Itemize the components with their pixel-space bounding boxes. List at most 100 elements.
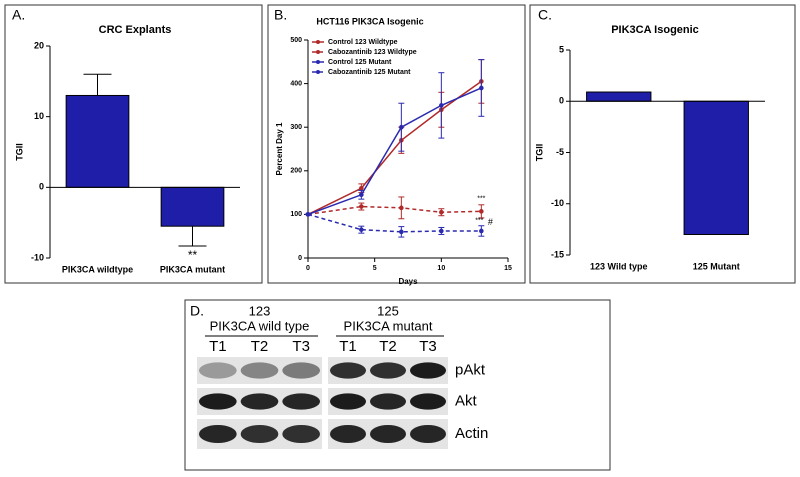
marker <box>359 204 364 209</box>
blot-band <box>240 425 279 443</box>
group-number: 123 <box>249 303 271 318</box>
blot-band <box>410 393 446 410</box>
series-line <box>307 87 482 216</box>
x-tick-label: 123 Wild type <box>590 261 647 271</box>
marker <box>479 228 484 234</box>
y-tick-label: 500 <box>290 37 302 44</box>
y-tick-label: -15 <box>551 249 564 259</box>
lane-label: T3 <box>419 338 437 355</box>
series-line <box>307 213 482 233</box>
y-tick-label: 5 <box>559 44 564 54</box>
marker <box>479 209 484 214</box>
marker <box>439 228 444 234</box>
blot-band <box>370 393 406 410</box>
marker <box>439 209 444 215</box>
chart-title: HCT116 PIK3CA Isogenic <box>316 16 423 26</box>
y-tick-label: 20 <box>34 40 44 50</box>
annotation: ** <box>188 248 198 262</box>
row-label: pAkt <box>455 361 486 378</box>
y-tick-label: 200 <box>290 168 302 175</box>
lane-label: T2 <box>251 338 269 355</box>
marker <box>399 124 404 130</box>
y-tick-label: 0 <box>298 255 302 262</box>
bar <box>160 186 225 227</box>
row-label: Actin <box>455 425 488 442</box>
legend-marker <box>316 70 320 74</box>
x-tick-label: 5 <box>373 265 377 272</box>
panel-c-frame <box>529 4 796 284</box>
marker <box>399 205 404 211</box>
panel-label: B. <box>274 7 287 23</box>
lane-label: T2 <box>379 338 397 355</box>
bar <box>586 91 652 102</box>
x-tick-label: 125 Mutant <box>693 261 740 271</box>
y-tick-label: 0 <box>39 182 44 192</box>
legend-marker <box>316 50 320 54</box>
y-axis-label: TGII <box>534 144 544 162</box>
marker <box>359 227 364 232</box>
group-name: PIK3CA mutant <box>344 318 433 333</box>
x-tick-label: 10 <box>437 265 445 272</box>
marker <box>305 212 311 217</box>
blot-band <box>370 362 406 379</box>
x-tick-label: 0 <box>306 265 310 272</box>
marker <box>359 185 364 191</box>
y-tick-label: -10 <box>551 198 564 208</box>
y-tick-label: 100 <box>290 211 302 218</box>
marker <box>439 103 444 108</box>
y-tick-label: 0 <box>559 96 564 106</box>
marker <box>399 229 404 235</box>
blot-band <box>330 362 366 379</box>
lane-label: T1 <box>339 338 357 355</box>
y-tick-label: -5 <box>556 147 564 157</box>
bar <box>65 94 130 188</box>
x-axis-label: Days <box>398 277 418 286</box>
blot-band <box>330 425 366 443</box>
x-tick-label: 15 <box>504 265 512 272</box>
blot-band <box>410 425 446 443</box>
legend-label: Cabozantinib 123 Wildtype <box>328 49 417 56</box>
group-name: PIK3CA wild type <box>210 318 310 333</box>
lane-label: T1 <box>209 338 227 355</box>
marker <box>479 85 484 91</box>
marker <box>359 192 364 198</box>
chart-title: PIK3CA Isogenic <box>611 24 699 36</box>
y-axis-label: Percent Day 1 <box>275 122 284 175</box>
blot-band <box>199 393 237 410</box>
legend-label: Control 125 Mutant <box>328 59 392 66</box>
annotation: *** <box>477 196 485 203</box>
panel-b-frame <box>267 4 526 284</box>
legend-marker <box>316 40 320 44</box>
panel-label: A. <box>12 7 25 23</box>
y-tick-label: 300 <box>290 124 302 131</box>
y-tick-label: 400 <box>290 80 302 87</box>
blot-band <box>330 393 366 410</box>
lane-label: T3 <box>292 338 310 355</box>
blot-band <box>410 362 446 379</box>
blot-band <box>282 425 320 443</box>
blot-band <box>282 362 320 379</box>
panel-d-frame <box>184 299 611 471</box>
legend-label: Control 123 Wildtype <box>328 39 398 46</box>
y-tick-label: -10 <box>31 252 44 262</box>
series-line <box>307 80 482 216</box>
panel-label: D. <box>190 303 204 319</box>
legend-marker <box>316 60 320 64</box>
blot-band <box>240 393 279 410</box>
blot-band <box>240 362 279 379</box>
series-line <box>307 205 482 216</box>
blot-band <box>282 393 320 410</box>
chart-title: CRC Explants <box>99 24 172 36</box>
group-number: 125 <box>377 303 399 318</box>
panel-a-frame <box>4 4 263 284</box>
x-tick-label: PIK3CA wildtype <box>62 264 133 274</box>
y-axis-label: TGII <box>14 143 24 161</box>
panel-label: C. <box>538 7 552 23</box>
blot-band <box>199 362 237 379</box>
blot-band <box>199 425 237 443</box>
row-label: Akt <box>455 392 478 409</box>
annotation: # <box>488 217 493 227</box>
y-tick-label: 10 <box>34 111 44 121</box>
annotation: *** <box>475 218 483 225</box>
